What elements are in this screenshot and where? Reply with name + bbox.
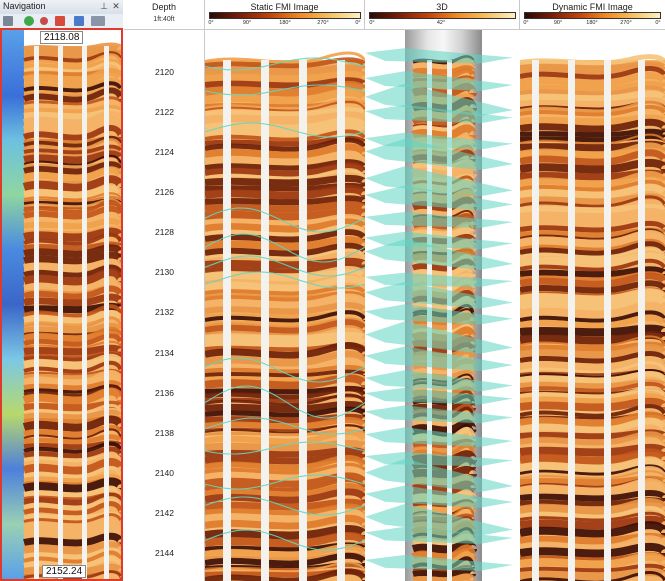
- pin-icon[interactable]: ⊥: [100, 1, 108, 11]
- dynamic-header: Dynamic FMI Image 0° 90° 180° 270° 0°: [520, 0, 665, 29]
- navigation-toolbar: [0, 14, 123, 29]
- depth-label: 2122: [155, 107, 174, 117]
- navigation-title: Navigation: [3, 1, 46, 11]
- navigation-image: [2, 30, 121, 579]
- dynamic-tick: 0°: [523, 20, 529, 26]
- static-colorbar: [209, 12, 361, 19]
- navigation-titlebar: Navigation ⊥ ✕: [0, 0, 123, 15]
- export-icon[interactable]: [74, 16, 84, 26]
- static-tick: 0°: [208, 20, 214, 26]
- depth-label: 2124: [155, 147, 174, 157]
- threed-colorbar: [369, 12, 516, 19]
- dynamic-tick: 270°: [620, 20, 632, 26]
- depth-header-scale: 1ft:40ft: [153, 16, 175, 23]
- add-icon[interactable]: [24, 16, 34, 26]
- static-fmi-image: [205, 51, 365, 581]
- depth-header-title: Depth: [151, 2, 177, 12]
- depth-label: 2138: [155, 428, 174, 438]
- static-fmi-track[interactable]: [205, 30, 365, 581]
- track-header: Depth 1ft:40ft Static FMI Image 0° 90° 1…: [124, 0, 665, 30]
- delete-icon[interactable]: [55, 16, 65, 26]
- static-tick: 0°: [355, 20, 361, 26]
- static-header-title: Static FMI Image: [250, 2, 319, 12]
- depth-label: 2120: [155, 67, 174, 77]
- dynamic-header-title: Dynamic FMI Image: [552, 2, 633, 12]
- depth-label: 2140: [155, 468, 174, 478]
- depth-track: 2120 2122 2124 2126 2128 2130 2132 2134 …: [124, 30, 205, 581]
- static-tick: 180°: [279, 20, 291, 26]
- depth-label: 2144: [155, 548, 174, 558]
- threed-tick: 42°: [436, 20, 446, 26]
- threed-header: 3D 0° 42°: [365, 0, 520, 29]
- threed-tick: 0°: [369, 20, 375, 26]
- dynamic-tick: 0°: [655, 20, 661, 26]
- threed-header-title: 3D: [436, 2, 448, 12]
- threed-borehole-image: [365, 30, 513, 581]
- static-tick: 270°: [317, 20, 329, 26]
- columns-icon[interactable]: [91, 16, 105, 26]
- dynamic-tick: 180°: [586, 20, 598, 26]
- dynamic-fmi-image: [520, 54, 665, 581]
- depth-label: 2136: [155, 388, 174, 398]
- static-tick: 90°: [242, 20, 252, 26]
- navigation-panel: Navigation ⊥ ✕ 2118.08 2152.24: [0, 0, 123, 581]
- navigation-bottom-depth: 2152.24: [42, 565, 87, 578]
- static-header: Static FMI Image 0° 90° 180° 270° 0°: [205, 0, 365, 29]
- dynamic-fmi-track[interactable]: [520, 30, 665, 581]
- navigation-top-depth: 2118.08: [40, 31, 84, 44]
- add-track-icon[interactable]: [3, 16, 13, 26]
- threed-track[interactable]: [365, 30, 520, 581]
- depth-label: 2132: [155, 307, 174, 317]
- depth-header: Depth 1ft:40ft: [124, 0, 205, 29]
- depth-label: 2142: [155, 508, 174, 518]
- remove-icon[interactable]: [40, 17, 48, 25]
- depth-label: 2130: [155, 267, 174, 277]
- navigation-preview[interactable]: 2118.08 2152.24: [0, 28, 123, 581]
- dynamic-colorbar: [524, 12, 661, 19]
- depth-label: 2128: [155, 227, 174, 237]
- depth-label: 2134: [155, 348, 174, 358]
- close-icon[interactable]: ✕: [112, 1, 120, 11]
- depth-label: 2126: [155, 187, 174, 197]
- dynamic-tick: 90°: [553, 20, 563, 26]
